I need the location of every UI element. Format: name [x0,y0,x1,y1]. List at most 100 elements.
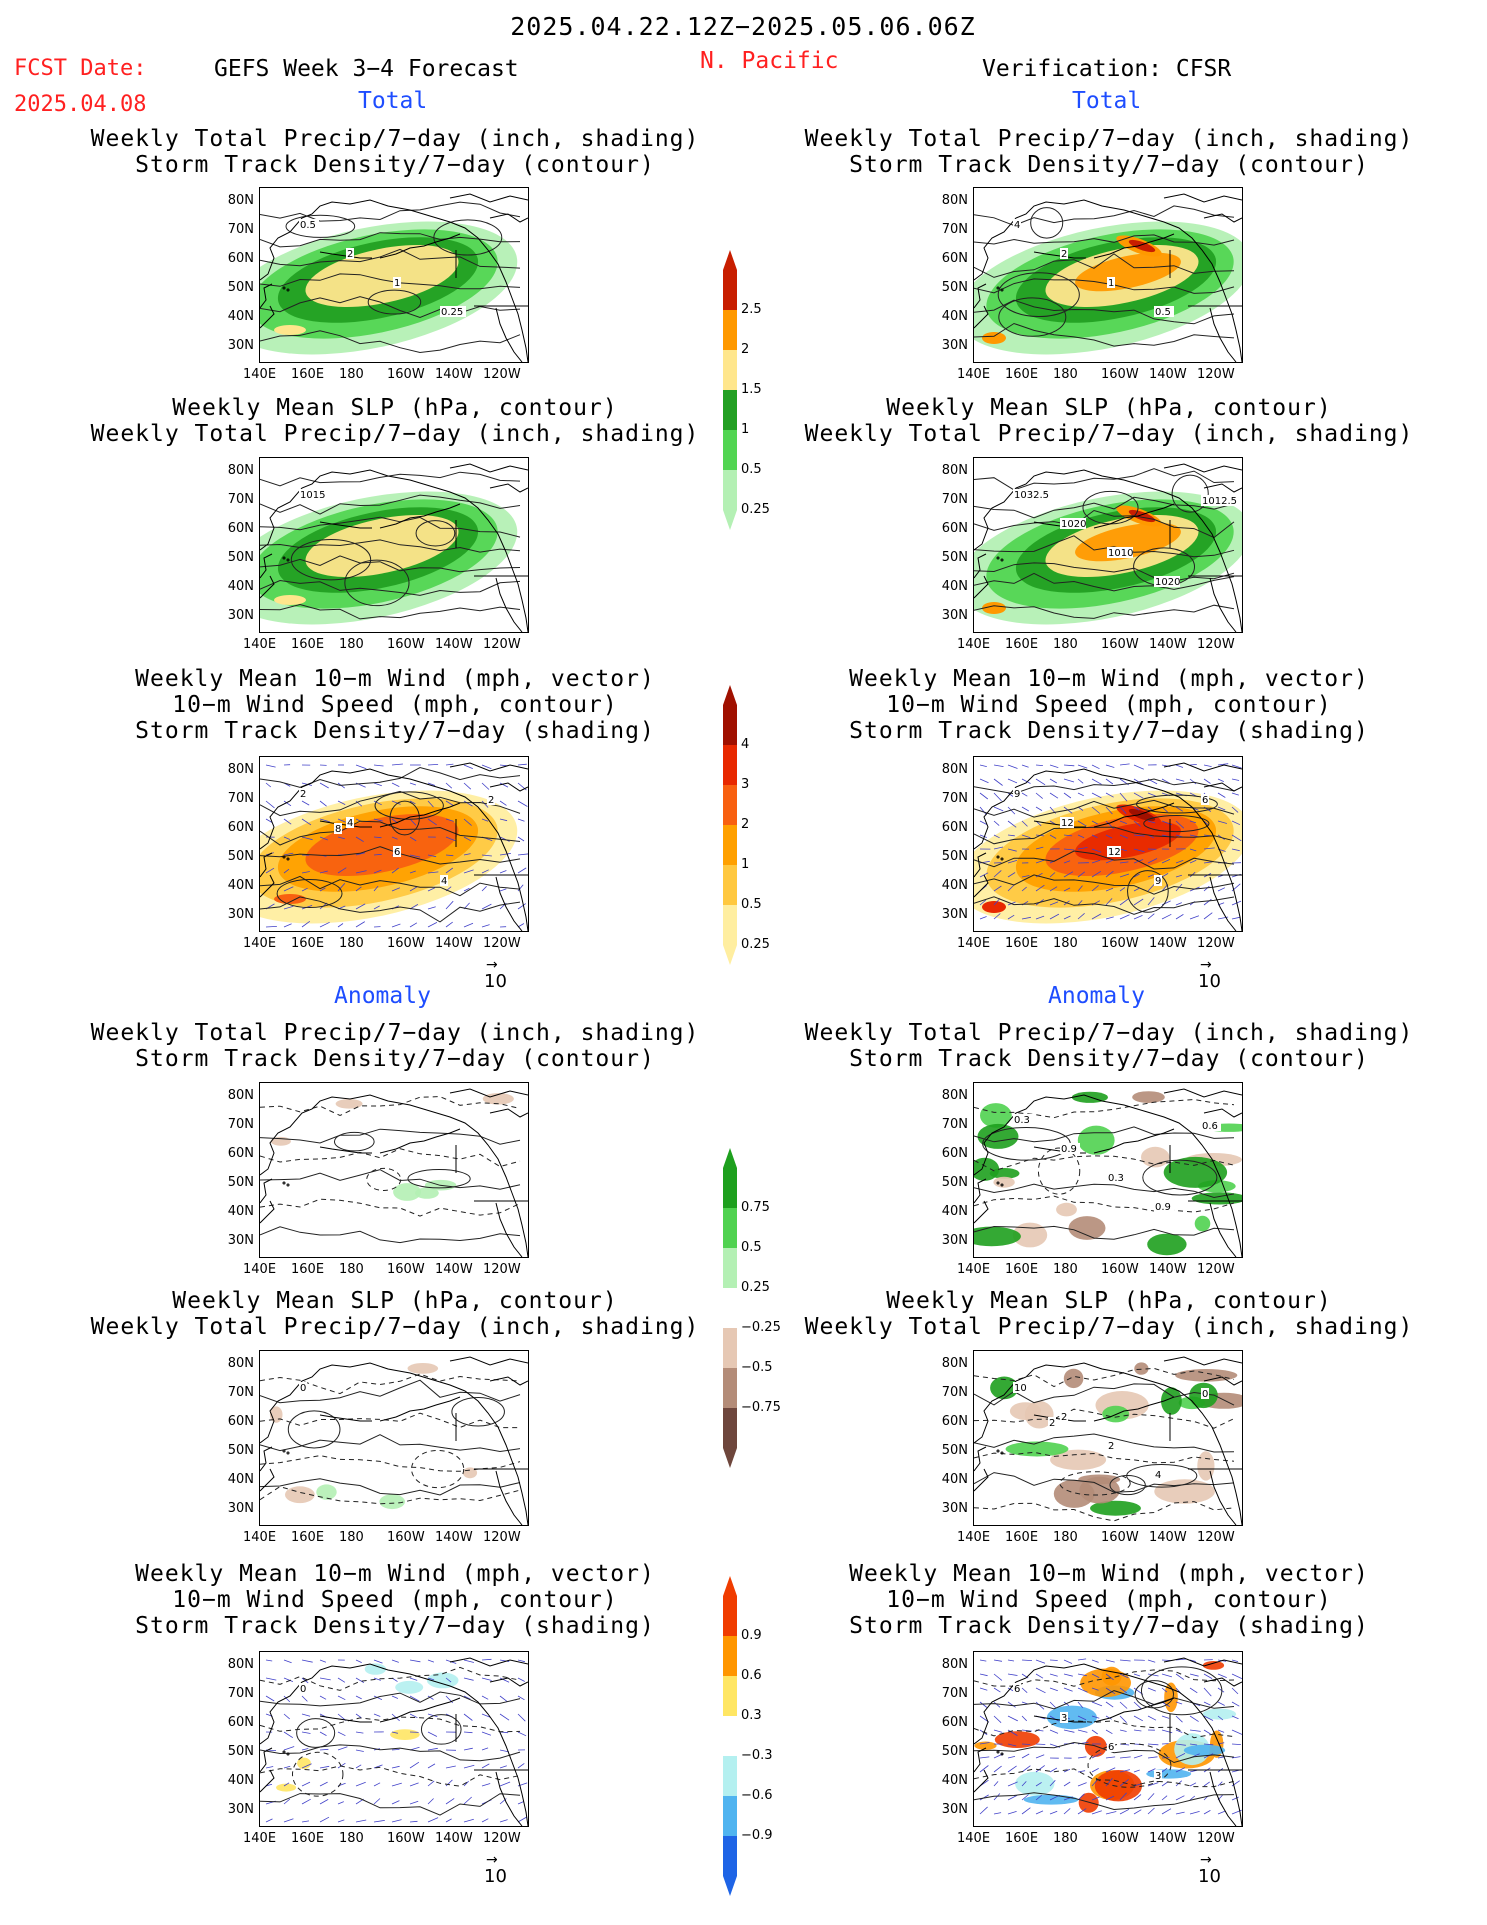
colorbar-swatch [723,825,737,865]
colorbar-swatch [723,1208,737,1248]
panel-title-obs-2-2: Storm Track Density/7−day (shading) [849,718,1369,744]
lat-label: 50N [941,1744,968,1759]
colorbar-label: 4 [741,737,750,752]
lon-label: 160E [291,1530,325,1545]
panel-title-obs-0-0: Weekly Total Precip/7−day (inch, shading… [804,126,1414,152]
colorbar-swatch [723,1328,737,1368]
contour-label: 2 [488,795,494,806]
panel-title-obs-0-1: Storm Track Density/7−day (contour) [849,152,1369,178]
lon-label: 120W [1197,936,1235,951]
map-panel-fc-total_slp: 1015 [259,457,529,633]
contour-label: 9 [1155,876,1161,887]
lat-label: 50N [227,550,254,565]
lon-label: 120W [1197,1831,1235,1846]
map-panel-obs-total_wind: 9 12 12 9 6 [973,756,1243,932]
lat-label: 80N [227,1356,254,1371]
panel-title-obs-2-1: 10−m Wind Speed (mph, contour) [886,692,1332,718]
colorbar-swatch [723,390,737,430]
colorbar-label: −0.6 [741,1788,773,1803]
vector-reference: → 10 [484,957,507,993]
date-range: 2025.04.22.12Z−2025.05.06.06Z [510,12,976,41]
lon-label: 180 [339,637,364,652]
lon-label: 120W [483,1831,521,1846]
contour-label: 2 [347,249,353,260]
lon-label: 160E [1005,1831,1039,1846]
lat-label: 80N [227,1657,254,1672]
contour-label: 1012.5 [1202,496,1237,507]
lat-label: 30N [227,608,254,623]
lat-label: 70N [227,1117,254,1132]
contour-label: 6 [1014,1684,1020,1695]
lon-label: 140E [243,1262,277,1277]
lon-label: 140W [1149,367,1187,382]
lat-label: 60N [941,251,968,266]
lon-label: 140E [957,367,991,382]
colorbar-storm_anom [721,1576,739,1900]
lat-label: 60N [227,1414,254,1429]
lon-label: 140E [243,367,277,382]
colorbar-label: 0.3 [741,1708,762,1723]
colorbar-label: −0.3 [741,1748,773,1763]
lon-label: 120W [483,637,521,652]
contour-label: 4 [1155,1470,1161,1481]
lon-label: 160E [1005,637,1039,652]
lat-label: 30N [227,1802,254,1817]
contour-label: 0.5 [300,220,316,231]
lat-label: 30N [227,1233,254,1248]
lon-label: 160E [1005,1262,1039,1277]
lat-label: 50N [227,1443,254,1458]
contour-lines [260,1096,521,1244]
lat-label: 70N [227,791,254,806]
lon-label: 140W [435,936,473,951]
colorbar-swatch [723,865,737,905]
coastline [974,1657,1242,1826]
colorbar-swatch [723,1796,737,1836]
lon-label: 160W [1101,367,1139,382]
contour-label: 4 [441,876,447,887]
map-panel-obs-total_slp: 1032.5 1020 1010 1020 1012.5 [973,457,1243,633]
lat-label: 30N [941,907,968,922]
lat-label: 80N [941,1088,968,1103]
lat-label: 60N [227,251,254,266]
contour-lines [260,471,521,620]
contour-label: 0 [300,1684,306,1695]
lon-label: 160W [387,1831,425,1846]
colorbar-swatch [723,270,737,310]
coastline [260,1356,528,1525]
map-panel-obs-anom_precip: 0.3 0.9 0.3 0.9 0.6 [973,1082,1243,1258]
lon-label: 120W [483,1262,521,1277]
section-total-right: Total [1072,88,1142,114]
lon-label: 160W [387,1262,425,1277]
contour-label: 2 [1061,1412,1067,1423]
contour-label: 1015 [300,490,325,501]
lon-label: 180 [339,367,364,382]
colorbar-swatch [723,1168,737,1208]
contour-lines [974,205,1235,347]
lon-label: 160W [1101,936,1139,951]
contour-label: 0 [1202,1389,1208,1400]
lat-label: 60N [941,820,968,835]
colorbar-swatch [723,350,737,390]
vector-reference: → 10 [1198,1852,1221,1888]
lat-label: 70N [227,222,254,237]
lat-label: 70N [941,492,968,507]
colorbar-storm [721,685,739,969]
contour-label: 2 [1061,249,1067,260]
panel-title-obs-1-1: Weekly Total Precip/7−day (inch, shading… [804,421,1414,447]
lat-label: 80N [227,193,254,208]
contour-label: 2 [300,789,306,800]
lon-label: 160E [291,1831,325,1846]
colorbar-swatch [723,470,737,510]
panel-title-fc-1-0: Weekly Mean SLP (hPa, contour) [172,395,618,421]
colorbar-label: −0.75 [741,1400,781,1415]
contour-lines [974,1367,1235,1522]
lat-label: 50N [941,280,968,295]
contour-label: 0.9 [1061,1144,1077,1155]
panel-title-fc-2-0: Weekly Mean 10−m Wind (mph, vector) [135,666,655,692]
lat-label: 30N [941,338,968,353]
colorbar-label: 2 [741,817,750,832]
contour-lines [260,766,521,923]
lat-label: 60N [227,1715,254,1730]
lat-label: 30N [941,608,968,623]
panel-title-fc-3-0: Weekly Total Precip/7−day (inch, shading… [90,1020,700,1046]
